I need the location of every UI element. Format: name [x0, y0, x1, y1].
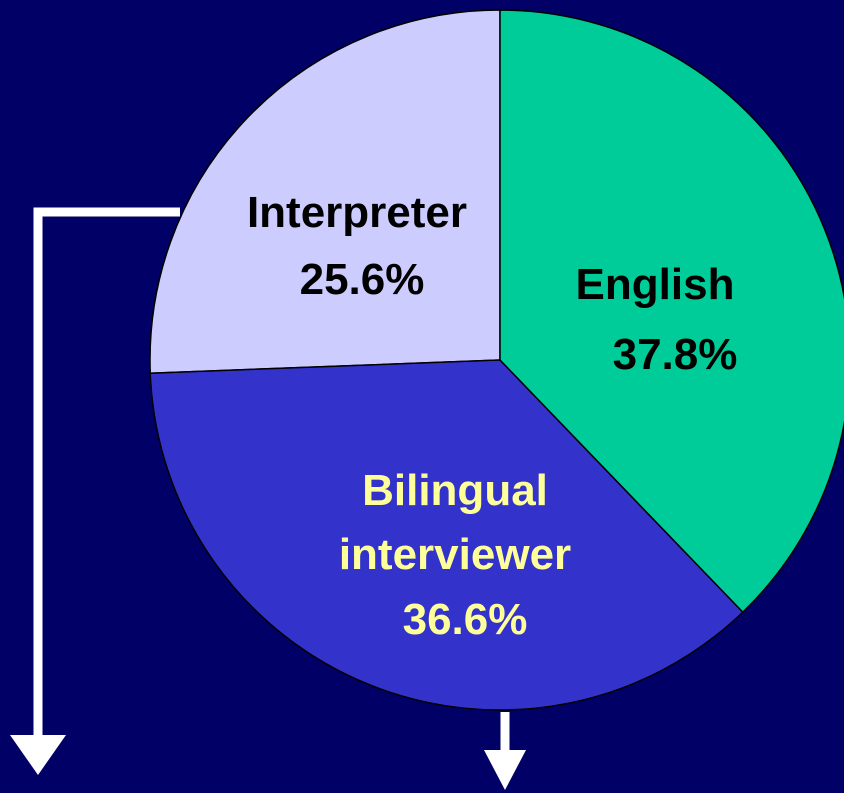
slice-label: English [575, 260, 735, 309]
arrow-line [33, 207, 180, 740]
slice-label: Interpreter [246, 188, 468, 237]
arrow-head [484, 750, 526, 790]
arrow-head [10, 735, 66, 775]
pie-slice [499, 9, 844, 614]
value-label: 25.6% [299, 255, 425, 304]
value-label: 36.6% [402, 595, 528, 644]
arrows [10, 207, 526, 790]
pie-slice [149, 9, 501, 374]
slice-label: Bilingual interviewer [338, 466, 572, 579]
value-label: 37.8% [612, 330, 738, 379]
pie-slice [149, 359, 744, 711]
